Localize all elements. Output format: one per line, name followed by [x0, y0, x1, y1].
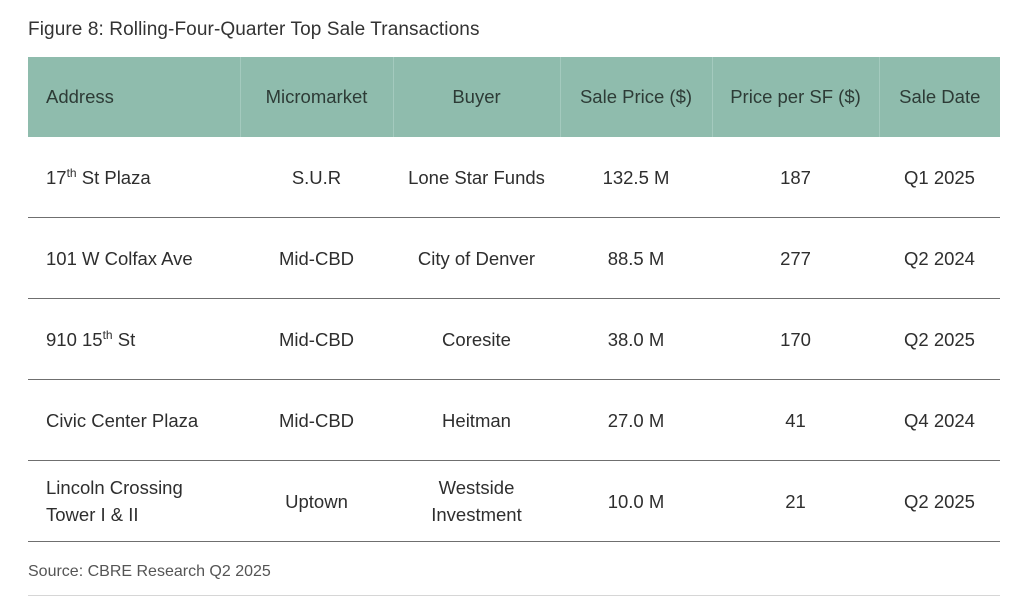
buyer-line-1: Westside — [438, 477, 515, 498]
buyer-cell: Lone Star Funds — [393, 137, 560, 218]
address-line-2: Tower I & II — [46, 504, 139, 525]
micromarket-cell: S.U.R — [240, 137, 393, 218]
table-row: 101 W Colfax Ave Mid-CBD City of Denver … — [28, 217, 1000, 299]
address-ordinal-suffix: th — [66, 165, 77, 180]
sale-price-cell: 10.0 M — [560, 460, 712, 542]
table-header: Address Micromarket Buyer Sale Price ($)… — [28, 57, 1000, 137]
header-sale-date: Sale Date — [879, 57, 1000, 137]
address-cell: 17th St Plaza — [28, 137, 240, 218]
sales-transactions-table: Address Micromarket Buyer Sale Price ($)… — [28, 57, 1000, 542]
address-text: 910 15th St — [46, 327, 136, 350]
table-row: 17th St Plaza S.U.R Lone Star Funds 132.… — [28, 137, 1000, 218]
micromarket-cell: Mid-CBD — [240, 217, 393, 299]
address-cell: 101 W Colfax Ave — [28, 217, 240, 299]
sale-date-cell: Q4 2024 — [879, 379, 1000, 461]
header-sale-price: Sale Price ($) — [560, 57, 713, 137]
buyer-cell: Coresite — [393, 298, 560, 380]
sale-date-cell: Q2 2025 — [879, 298, 1000, 380]
header-buyer: Buyer — [393, 57, 561, 137]
sale-price-cell: 27.0 M — [560, 379, 712, 461]
buyer-line-2: Investment — [431, 504, 522, 525]
header-address: Address — [28, 57, 241, 137]
buyer-cell: Heitman — [393, 379, 560, 461]
price-per-sf-cell: 187 — [712, 137, 879, 218]
figure-title: Figure 8: Rolling-Four-Quarter Top Sale … — [28, 19, 480, 40]
address-line-1: Lincoln Crossing — [46, 477, 183, 498]
header-micromarket: Micromarket — [240, 57, 394, 137]
micromarket-cell: Mid-CBD — [240, 298, 393, 380]
price-per-sf-cell: 21 — [712, 460, 879, 542]
table-row: Civic Center Plaza Mid-CBD Heitman 27.0 … — [28, 379, 1000, 461]
header-row: Address Micromarket Buyer Sale Price ($)… — [28, 57, 1000, 137]
address-ordinal-suffix: th — [102, 327, 113, 342]
sale-price-cell: 38.0 M — [560, 298, 712, 380]
micromarket-cell: Uptown — [240, 460, 393, 542]
sale-price-cell: 88.5 M — [560, 217, 712, 299]
sale-price-cell: 132.5 M — [560, 137, 712, 218]
table-row: Lincoln Crossing Tower I & II Uptown Wes… — [28, 460, 1000, 542]
address-cell: Civic Center Plaza — [28, 379, 240, 461]
price-per-sf-cell: 170 — [712, 298, 879, 380]
address-cell: Lincoln Crossing Tower I & II — [28, 460, 240, 542]
buyer-cell: Westside Investment — [393, 460, 560, 542]
source-note: Source: CBRE Research Q2 2025 — [28, 563, 271, 580]
address-cell: 910 15th St — [28, 298, 240, 380]
micromarket-cell: Mid-CBD — [240, 379, 393, 461]
price-per-sf-cell: 41 — [712, 379, 879, 461]
table-body: 17th St Plaza S.U.R Lone Star Funds 132.… — [28, 137, 1000, 542]
sale-date-cell: Q1 2025 — [879, 137, 1000, 218]
sale-date-cell: Q2 2025 — [879, 460, 1000, 542]
buyer-cell: City of Denver — [393, 217, 560, 299]
price-per-sf-cell: 277 — [712, 217, 879, 299]
bottom-divider — [28, 595, 1000, 596]
header-price-per-sf: Price per SF ($) — [712, 57, 880, 137]
address-text: 17th St Plaza — [46, 165, 151, 188]
table-row: 910 15th St Mid-CBD Coresite 38.0 M 170 … — [28, 298, 1000, 380]
sale-date-cell: Q2 2024 — [879, 217, 1000, 299]
